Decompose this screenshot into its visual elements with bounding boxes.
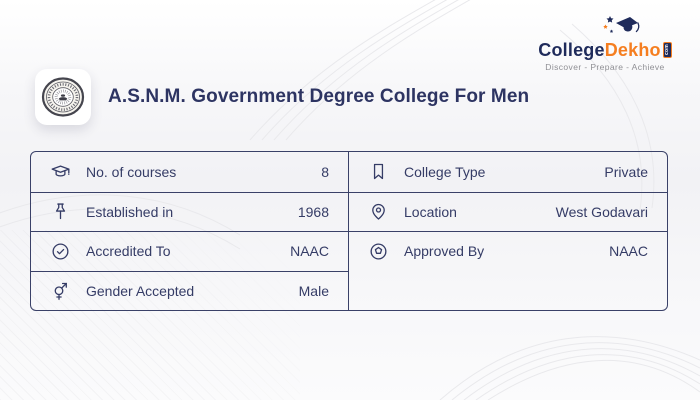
graduation-cap-icon <box>50 161 71 182</box>
info-label: Location <box>404 203 457 220</box>
info-row-college-type: College Type Private <box>349 152 667 192</box>
info-row-established-in: Established in 1968 <box>31 191 348 232</box>
info-label: No. of courses <box>86 163 177 180</box>
college-logo <box>35 69 91 125</box>
info-row-location: Location West Godavari <box>349 191 667 232</box>
college-seal-icon <box>41 77 85 117</box>
brand-name-college: College <box>538 40 605 60</box>
flying-graduation-cap-icon <box>597 14 641 40</box>
info-row-gender-accepted: Gender Accepted Male <box>31 270 348 311</box>
collegedekho-logo[interactable]: College Dekho com Discover - Prepare - Ach… <box>530 14 680 72</box>
location-pin-icon <box>368 201 389 222</box>
info-value: 8 <box>321 163 329 180</box>
pushpin-icon <box>50 201 71 222</box>
info-column-right: College Type Private Location West Godav… <box>349 152 667 310</box>
college-header: A.S.N.M. Government Degree College For M… <box>35 69 529 125</box>
info-label: College Type <box>404 163 486 180</box>
info-row-accredited-to: Accredited To NAAC <box>31 231 348 271</box>
brand-domain-badge: com <box>662 42 672 58</box>
info-row-approved-by: Approved By NAAC <box>349 231 667 271</box>
page-title: A.S.N.M. Government Degree College For M… <box>108 85 530 107</box>
info-label: Established in <box>86 203 174 220</box>
info-value: Male <box>298 282 329 299</box>
award-badge-icon <box>368 241 389 262</box>
check-circle-icon <box>50 241 71 262</box>
info-column-left: No. of courses 8 Established in 1968 Acc… <box>31 152 349 310</box>
gender-icon <box>50 280 71 301</box>
brand-name-dekho: Dekho <box>604 40 661 60</box>
bookmark-icon <box>368 161 389 182</box>
info-label: Gender Accepted <box>86 282 195 299</box>
info-label: Approved By <box>404 243 485 260</box>
info-value: West Godavari <box>555 203 648 220</box>
info-row-no-of-courses: No. of courses 8 <box>31 152 348 192</box>
brand-tagline: Discover - Prepare - Achieve <box>545 62 665 72</box>
info-value: 1968 <box>297 203 329 220</box>
info-value: NAAC <box>609 243 648 260</box>
info-value: NAAC <box>290 243 329 260</box>
brand-wordmark: College Dekho com <box>538 40 672 60</box>
info-value: Private <box>604 163 648 180</box>
college-info-table: No. of courses 8 Established in 1968 Acc… <box>30 151 668 311</box>
info-label: Accredited To <box>86 243 171 260</box>
